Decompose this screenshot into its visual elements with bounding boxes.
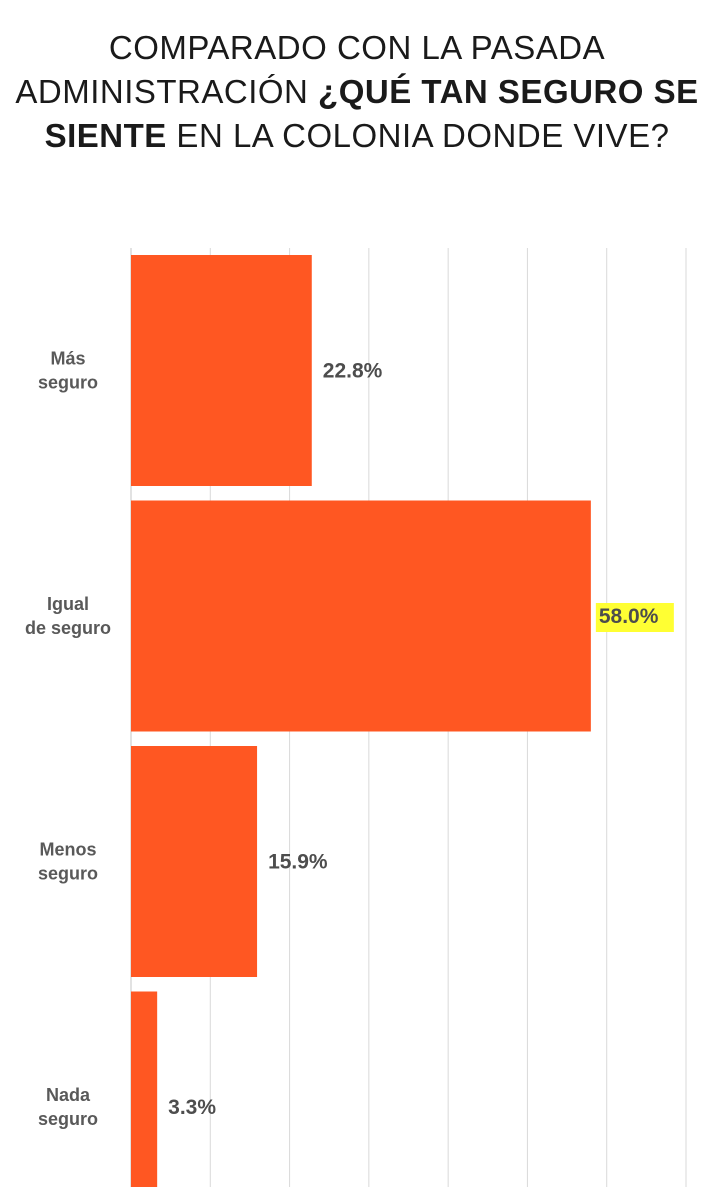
bar bbox=[131, 746, 258, 977]
title-part-2-bold: ¿QUÉ TAN SEGURO SE SIENTE bbox=[44, 73, 699, 154]
chart-title: COMPARADO CON LA PASADA ADMINISTRACIÓN ¿… bbox=[10, 26, 704, 158]
value-label: 3.3% bbox=[168, 1096, 216, 1119]
title-part-1: COMPARADO CON LA PASADA ADMINISTRACIÓN bbox=[15, 29, 606, 110]
value-label: 58.0% bbox=[599, 605, 659, 628]
bars bbox=[131, 255, 591, 1187]
category-label-line: seguro bbox=[38, 1109, 98, 1129]
category-label: Nada seguro bbox=[38, 1085, 98, 1129]
category-label-line: Nada bbox=[46, 1085, 91, 1105]
value-label: 22.8% bbox=[323, 360, 383, 383]
category-label-line: Igual bbox=[47, 594, 89, 614]
category-label: Más seguro bbox=[38, 349, 98, 393]
category-label-line: seguro bbox=[38, 373, 98, 393]
labels: Más seguro 22.8% Igual de seguro 58.0% Menos se… bbox=[25, 349, 674, 1129]
category-label-line: Más bbox=[50, 349, 85, 369]
value-label: 15.9% bbox=[268, 851, 328, 874]
bar bbox=[131, 991, 158, 1187]
value-highlight bbox=[595, 603, 674, 632]
category-label-line: Menos bbox=[39, 840, 96, 860]
category-label: Menos seguro bbox=[38, 840, 98, 884]
category-label-line: seguro bbox=[38, 864, 98, 884]
category-label-line: de seguro bbox=[25, 618, 111, 638]
bar bbox=[131, 500, 591, 732]
category-label: Igual de seguro bbox=[25, 594, 111, 638]
bar bbox=[131, 255, 312, 486]
title-part-3: EN LA COLONIA DONDE VIVE? bbox=[166, 117, 670, 154]
